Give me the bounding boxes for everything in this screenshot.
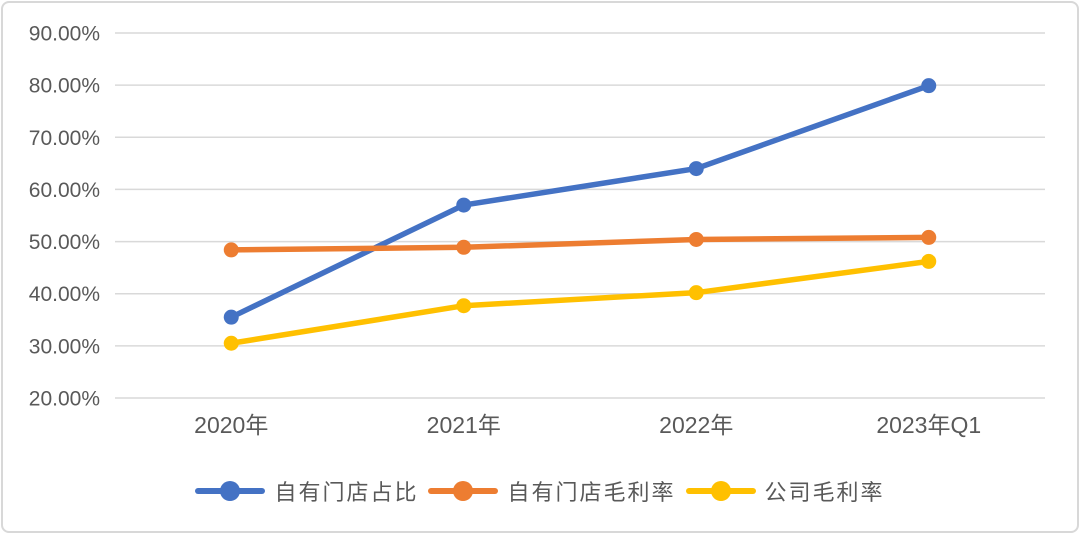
series-1-point-0 <box>223 242 239 258</box>
x-axis-tick-label: 2022年 <box>659 412 733 438</box>
series-line-2 <box>228 258 932 346</box>
y-axis-tick-label: 90.00% <box>29 23 100 46</box>
legend-dot-swatch <box>453 481 474 501</box>
y-axis-tick-label: 20.00% <box>29 388 100 411</box>
legend-label: 公司毛利率 <box>764 480 885 505</box>
legend-marker-icon <box>685 480 756 502</box>
series-2-point-2 <box>688 285 704 301</box>
y-axis-tick-label: 40.00% <box>29 283 100 306</box>
legend-item-1: 自有门店毛利率 <box>428 475 675 507</box>
series-2-point-1 <box>456 298 472 314</box>
legend-item-0: 自有门店占比 <box>195 475 418 507</box>
legend-item-2: 公司毛利率 <box>685 475 885 507</box>
series-0-point-2 <box>688 161 704 177</box>
legend-dot-swatch <box>220 481 241 501</box>
series-2-point-3 <box>921 253 937 269</box>
series-2-point-0 <box>223 335 239 351</box>
legend-dot-swatch <box>710 481 731 501</box>
x-axis-tick-label: 2021年 <box>427 412 501 438</box>
x-axis-tick-label: 2020年 <box>194 412 268 438</box>
y-axis-tick-label: 50.00% <box>29 231 100 254</box>
y-axis-tick-label: 70.00% <box>29 127 100 150</box>
legend-label: 自有门店占比 <box>274 480 419 505</box>
y-axis-tick-label: 30.00% <box>29 335 100 358</box>
chart-legend: 自有门店占比 自有门店毛利率 公司毛利率 <box>0 476 1080 506</box>
x-axis-tick-label: 2023年Q1 <box>876 412 981 438</box>
legend-marker-icon <box>428 480 499 502</box>
series-0-point-1 <box>456 197 472 213</box>
series-1-point-2 <box>688 231 704 247</box>
series-0-point-3 <box>921 78 937 94</box>
series-0-point-0 <box>223 309 239 325</box>
series-line-1 <box>228 234 932 253</box>
series-line-0 <box>228 82 932 320</box>
series-1-point-3 <box>921 229 937 245</box>
legend-label: 自有门店毛利率 <box>507 480 676 505</box>
legend-marker-icon <box>195 480 266 502</box>
y-axis-tick-label: 80.00% <box>29 75 100 98</box>
y-axis-tick-label: 60.00% <box>29 179 100 202</box>
series-1-point-1 <box>456 239 472 255</box>
